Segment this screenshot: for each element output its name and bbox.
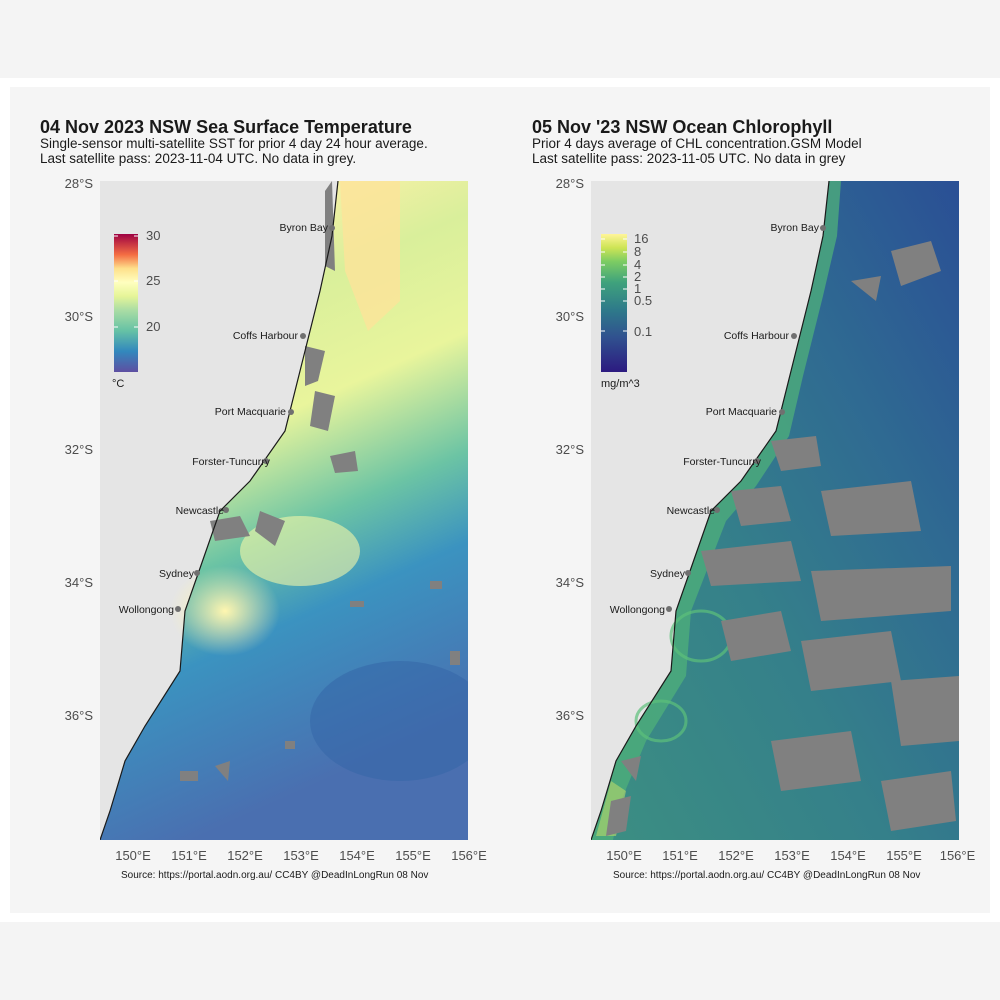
chl-coastline	[591, 181, 830, 840]
sst-source: Source: https://portal.aodn.org.au/ CC4B…	[121, 870, 429, 881]
chl-legend-tick: 8	[634, 244, 642, 259]
chl-y-tick: 34°S	[555, 575, 584, 590]
city-label: Newcastle	[175, 505, 224, 517]
chl-x-tick: 153°E	[774, 848, 810, 863]
sst-subtitle-line2: Last satellite pass: 2023-11-04 UTC. No …	[40, 151, 357, 166]
sst-title: 04 Nov 2023 NSW Sea Surface Temperature	[40, 117, 412, 137]
sst-legend-bar	[114, 234, 138, 372]
chl-legend-tick: 1	[634, 281, 642, 296]
chl-legend-tick: 2	[634, 269, 642, 284]
chl-no-data-patches	[606, 241, 959, 836]
city-label: Sydney	[158, 568, 194, 580]
sst-legend-unit: °C	[112, 378, 125, 390]
chl-legend-tick: 4	[634, 257, 642, 272]
city-label: Sydney	[649, 568, 685, 580]
chl-y-tick: 36°S	[555, 708, 584, 723]
chl-x-tick: 156°E	[939, 848, 976, 863]
sst-y-tick: 28°S	[64, 176, 93, 191]
chl-x-tick: 152°E	[718, 848, 754, 863]
chl-title: 05 Nov '23 NSW Ocean Chlorophyll	[532, 117, 833, 137]
chl-y-tick: 28°S	[555, 176, 584, 191]
sst-x-tick: 154°E	[339, 848, 375, 863]
city-label: Coffs Harbour	[723, 330, 789, 342]
sst-y-tick: 36°S	[64, 708, 93, 723]
sst-x-tick: 155°E	[395, 848, 431, 863]
chl-legend-unit: mg/m^3	[601, 378, 640, 390]
city-label: Byron Bay	[279, 222, 328, 234]
chl-legend-tick: 0.5	[634, 293, 653, 308]
city-label: Newcastle	[666, 505, 715, 517]
sst-legend-tick: 25	[146, 273, 161, 288]
sst-x-tick: 156°E	[451, 848, 487, 863]
bottom-margin	[0, 922, 1000, 1000]
sst-no-data-patches	[180, 181, 460, 781]
chl-legend-bar	[601, 234, 627, 372]
city-label: Wollongong	[609, 604, 665, 616]
chl-source: Source: https://portal.aodn.org.au/ CC4B…	[613, 870, 921, 881]
chl-subtitle-line1: Prior 4 days average of CHL concentratio…	[532, 136, 862, 151]
sst-y-tick: 32°S	[64, 442, 93, 457]
sst-x-tick: 152°E	[227, 848, 263, 863]
sst-legend-tick: 20	[146, 319, 161, 334]
chl-y-tick: 30°S	[555, 309, 584, 324]
chl-map	[591, 181, 959, 840]
sst-x-tick: 150°E	[115, 848, 151, 863]
top-margin	[0, 0, 1000, 78]
sst-map	[100, 181, 468, 840]
chl-subtitle-line2: Last satellite pass: 2023-11-05 UTC. No …	[532, 151, 846, 166]
chl-x-tick: 151°E	[662, 848, 698, 863]
city-label: Port Macquarie	[705, 406, 777, 418]
chl-x-tick: 154°E	[830, 848, 866, 863]
chl-y-tick: 32°S	[555, 442, 584, 457]
city-label: Byron Bay	[770, 222, 819, 234]
chl-legend-tick: 0.1	[634, 324, 653, 339]
city-label: Wollongong	[118, 604, 174, 616]
sst-y-tick: 30°S	[64, 309, 93, 324]
sst-legend-tick: 30	[146, 228, 161, 243]
chl-x-tick: 155°E	[886, 848, 922, 863]
sst-x-tick: 153°E	[283, 848, 319, 863]
sst-coastline	[100, 181, 339, 840]
city-label: Forster-Tuncurry	[683, 456, 761, 468]
sst-subtitle-line1: Single-sensor multi-satellite SST for pr…	[40, 136, 428, 151]
sst-y-tick: 34°S	[64, 575, 93, 590]
chl-x-tick: 150°E	[606, 848, 642, 863]
city-label: Port Macquarie	[214, 406, 286, 418]
chl-legend-tick: 16	[634, 231, 649, 246]
city-label: Forster-Tuncurry	[192, 456, 270, 468]
city-label: Coffs Harbour	[232, 330, 298, 342]
sst-x-tick: 151°E	[171, 848, 207, 863]
